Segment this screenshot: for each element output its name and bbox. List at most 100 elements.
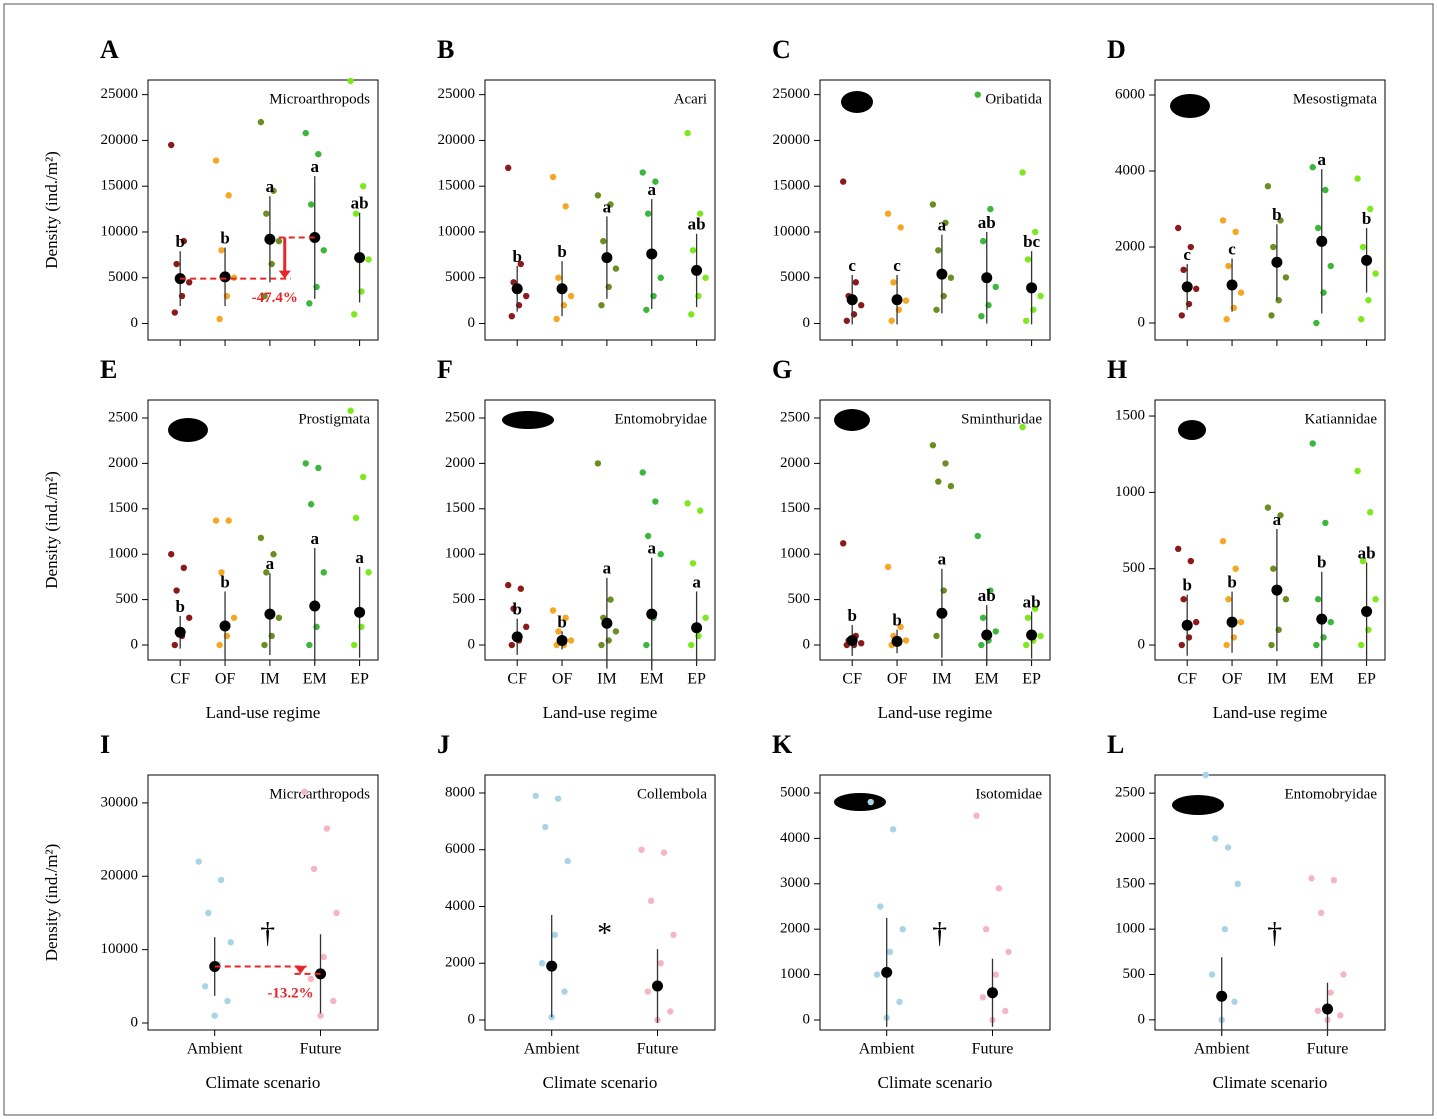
y-tick-label: 0: [803, 315, 811, 331]
x-tick-label: OF: [887, 671, 908, 688]
data-point: [510, 605, 517, 612]
y-tick-label: 1500: [780, 500, 810, 516]
data-point: [1365, 297, 1372, 304]
data-point: [306, 641, 313, 649]
x-tick-label: EP: [350, 671, 369, 688]
plot-frame: [1154, 399, 1386, 661]
data-point: [517, 585, 524, 592]
data-point: [320, 953, 327, 961]
y-tick-label: 1500: [445, 500, 475, 516]
data-point: [1327, 262, 1334, 270]
data-point: [173, 260, 180, 268]
data-point: [594, 192, 602, 199]
data-point: [877, 903, 884, 910]
plot-frame: [147, 399, 379, 661]
significance-letter: c: [1228, 239, 1236, 258]
panel-letter: E: [100, 355, 117, 384]
mean-point: [1322, 1003, 1333, 1015]
data-point: [1282, 274, 1290, 281]
data-point: [1022, 317, 1030, 324]
data-point: [257, 534, 265, 542]
x-tick-label: EP: [1022, 671, 1041, 688]
significance-letter: b: [175, 597, 184, 616]
data-point: [1202, 771, 1209, 779]
data-point: [549, 607, 557, 614]
panel-letter: H: [1107, 355, 1127, 384]
data-point: [352, 514, 360, 522]
data-point: [1224, 844, 1232, 851]
y-tick-label: 5000: [445, 269, 475, 285]
panel-letter: G: [772, 355, 792, 384]
mean-point: [981, 272, 993, 284]
data-point: [1277, 217, 1284, 224]
data-point: [1317, 909, 1325, 917]
x-axis-label: Land-use regime: [1213, 703, 1328, 722]
data-point: [307, 501, 315, 508]
data-point: [171, 309, 178, 316]
significance-letter: ab: [1023, 592, 1041, 611]
data-point: [1372, 270, 1379, 277]
data-point: [888, 317, 895, 324]
mean-point: [691, 622, 703, 634]
data-point: [947, 482, 955, 490]
plot-frame: [1154, 774, 1386, 1031]
data-point: [1358, 641, 1365, 649]
x-tick-label: OF: [215, 671, 236, 688]
x-axis-label: Land-use regime: [543, 703, 658, 722]
x-tick-label: Ambient: [187, 1041, 244, 1058]
data-point: [205, 909, 212, 917]
y-tick-label: 500: [1123, 560, 1146, 576]
data-point: [1193, 618, 1200, 626]
data-point: [1175, 545, 1182, 553]
y-axis-label: Density (ind./m²): [42, 151, 61, 268]
data-point: [1232, 228, 1239, 236]
data-point: [225, 517, 232, 524]
x-tick-label: CF: [170, 671, 190, 688]
x-tick-label: OF: [552, 671, 573, 688]
data-point: [323, 825, 331, 832]
mean-point: [936, 268, 948, 280]
data-point: [600, 237, 607, 245]
data-point: [670, 931, 677, 939]
significance-letter: c: [893, 256, 901, 275]
mean-point: [1226, 279, 1238, 291]
x-tick-label: Future: [1307, 1041, 1349, 1058]
data-point: [978, 312, 985, 320]
mean-point: [1361, 605, 1373, 617]
y-tick-label: 0: [1138, 314, 1146, 330]
data-point: [1180, 596, 1187, 603]
mean-point: [511, 631, 523, 643]
data-point: [1037, 292, 1044, 300]
data-point: [702, 274, 709, 281]
data-point: [195, 858, 202, 865]
data-point: [840, 178, 847, 185]
x-axis-label: Climate scenario: [543, 1073, 658, 1092]
significance-letter: a: [1273, 510, 1282, 529]
data-point: [858, 639, 865, 647]
data-point: [1313, 641, 1320, 649]
data-point: [1313, 319, 1320, 327]
y-tick-label: 3000: [780, 875, 810, 891]
data-point: [564, 857, 571, 865]
data-point: [884, 210, 892, 217]
y-tick-label: 6000: [445, 841, 475, 857]
data-point: [902, 637, 910, 644]
data-point: [973, 812, 980, 819]
significance-letter: a: [648, 539, 657, 558]
data-point: [979, 994, 987, 1001]
mean-point: [1316, 235, 1328, 247]
data-point: [1193, 285, 1200, 293]
significance-letter: b: [557, 242, 566, 261]
data-point: [1019, 423, 1026, 431]
data-point: [1237, 618, 1245, 626]
data-point: [1308, 875, 1315, 882]
data-point: [1358, 316, 1365, 323]
x-axis-label: Climate scenario: [1213, 1073, 1328, 1092]
data-point: [992, 628, 999, 635]
mean-point: [1316, 613, 1328, 625]
data-point: [263, 569, 270, 576]
mean-point: [891, 294, 903, 306]
y-tick-label: 1000: [1115, 921, 1145, 937]
significance-symbol: †: [260, 917, 275, 950]
data-point: [217, 876, 225, 884]
